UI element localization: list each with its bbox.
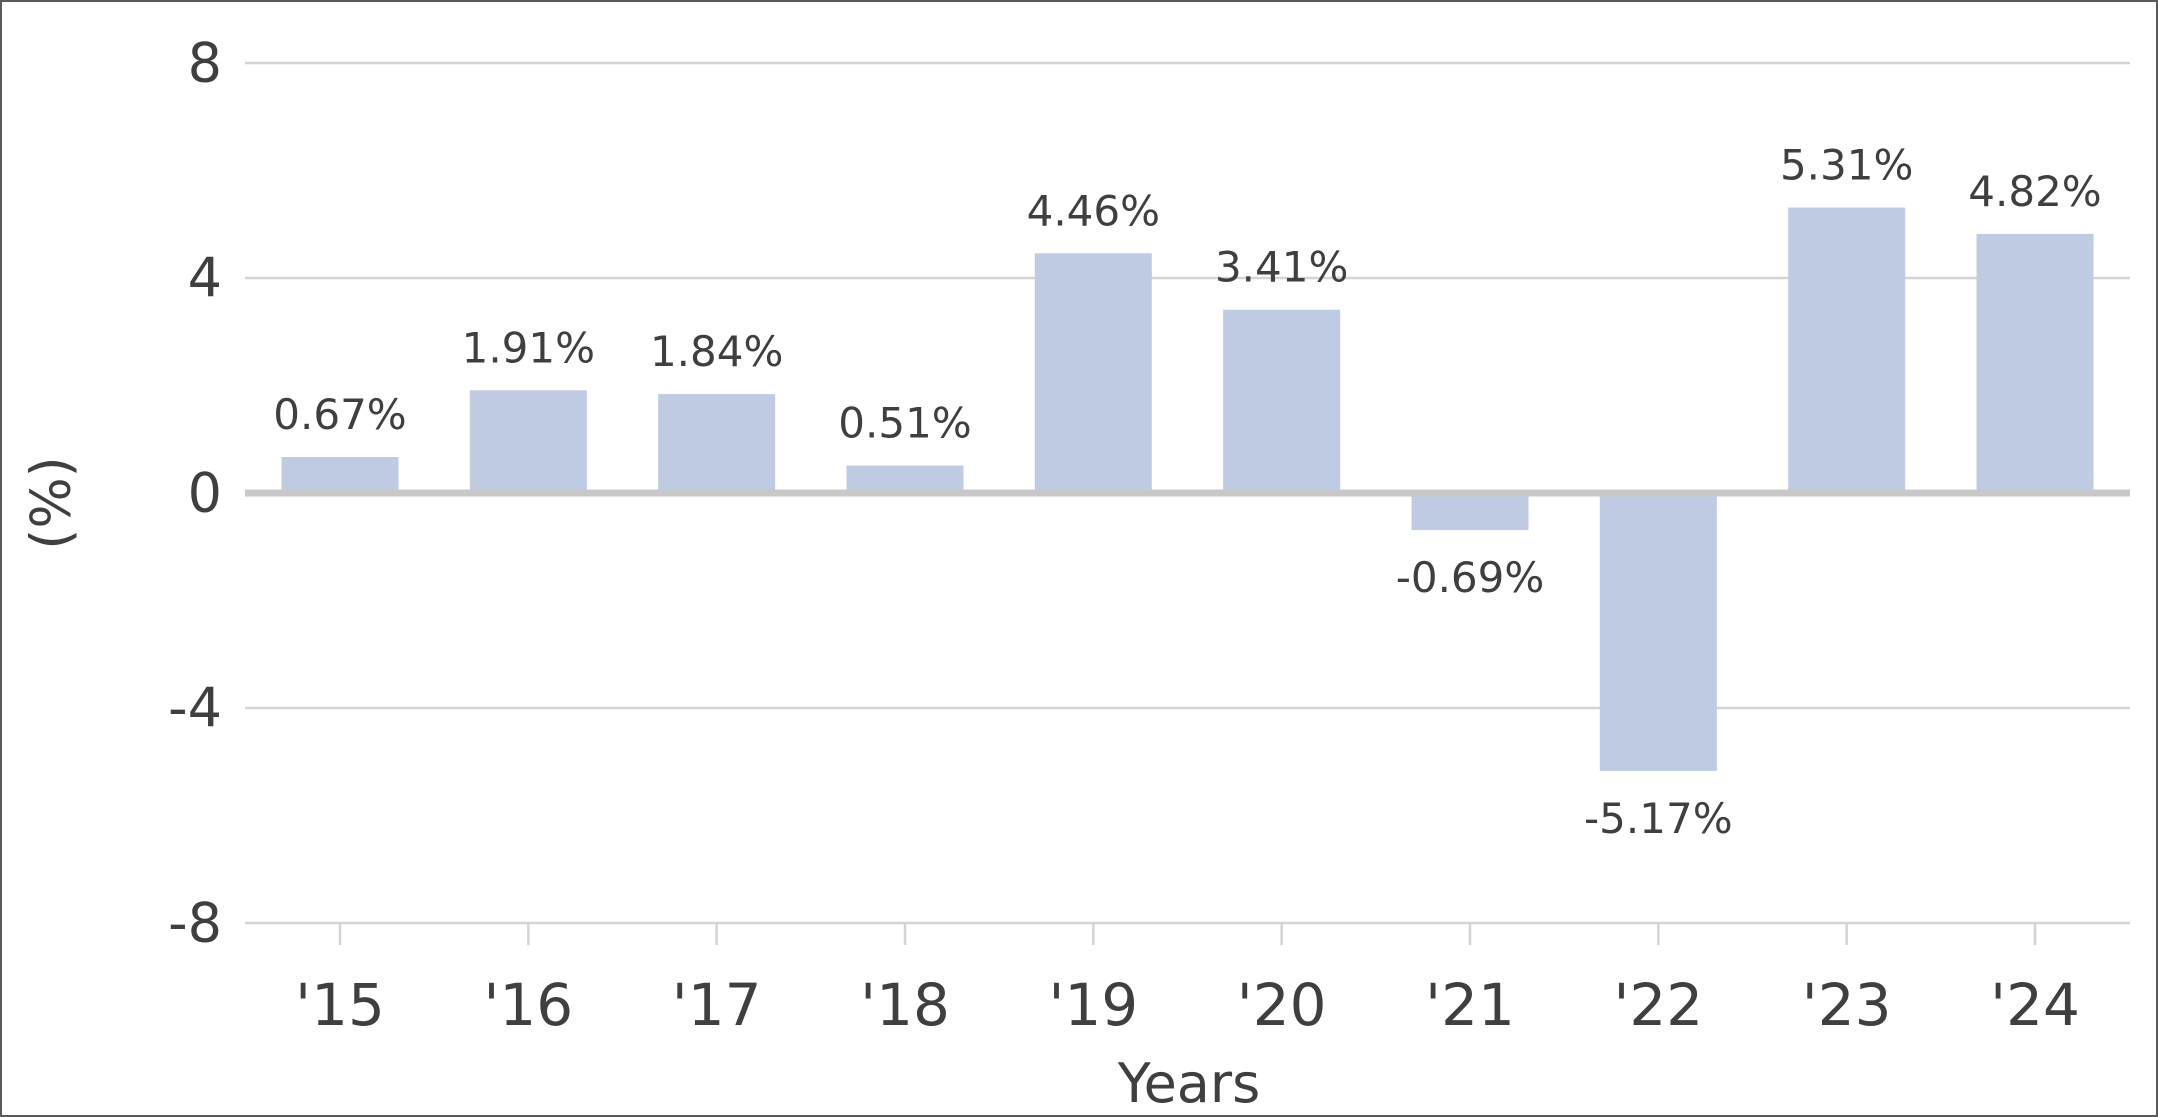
data-label: 1.91% <box>462 323 595 372</box>
data-label: 0.67% <box>273 390 406 439</box>
data-label: 5.31% <box>1780 141 1913 190</box>
y-tick-label: -4 <box>168 677 222 740</box>
x-tick-label: '17 <box>672 971 762 1039</box>
bars <box>281 207 2094 771</box>
bar <box>1034 253 1152 493</box>
y-tick-label: 8 <box>188 32 222 95</box>
y-tick-label: 0 <box>188 462 222 525</box>
data-label: 4.82% <box>1968 167 2101 216</box>
bar <box>658 394 776 493</box>
data-labels: 0.67% 1.91% 1.84% 0.51% 4.46% 3.41% -0.69% -5.1… <box>273 141 2101 843</box>
bar <box>1599 493 1717 771</box>
data-label: 4.46% <box>1027 186 1160 235</box>
bar <box>281 456 399 493</box>
x-ticks <box>338 923 2037 945</box>
x-tick-labels: '15 '16 '17 '18 '19 '20 '21 '22 '23 '24 <box>295 971 2080 1039</box>
data-label: -5.17% <box>1584 794 1733 843</box>
x-tick-label: '18 <box>860 971 950 1039</box>
x-axis-title: Years <box>1117 1052 1260 1115</box>
data-label: 3.41% <box>1215 243 1348 292</box>
y-tick-labels: 8 4 0 -4 -8 <box>168 32 222 955</box>
bar <box>1411 493 1529 531</box>
data-label: -0.69% <box>1396 553 1545 602</box>
x-tick-label: '16 <box>483 971 573 1039</box>
x-tick-label: '21 <box>1425 971 1515 1039</box>
y-axis-title: (%) <box>20 456 83 549</box>
x-tick-label: '22 <box>1613 971 1703 1039</box>
x-tick-label: '23 <box>1802 971 1892 1039</box>
x-tick-label: '19 <box>1048 971 1138 1039</box>
bar <box>846 465 964 493</box>
y-tick-label: -8 <box>168 892 222 955</box>
x-tick-label: '20 <box>1237 971 1327 1039</box>
y-tick-label: 4 <box>188 247 222 310</box>
x-tick-label: '15 <box>295 971 385 1039</box>
bar <box>1223 309 1341 493</box>
bar <box>1976 233 2094 494</box>
data-label: 0.51% <box>838 399 971 448</box>
bar <box>469 390 587 493</box>
x-tick-label: '24 <box>1990 971 2080 1039</box>
data-label: 1.84% <box>650 327 783 376</box>
bar <box>1788 207 1906 493</box>
